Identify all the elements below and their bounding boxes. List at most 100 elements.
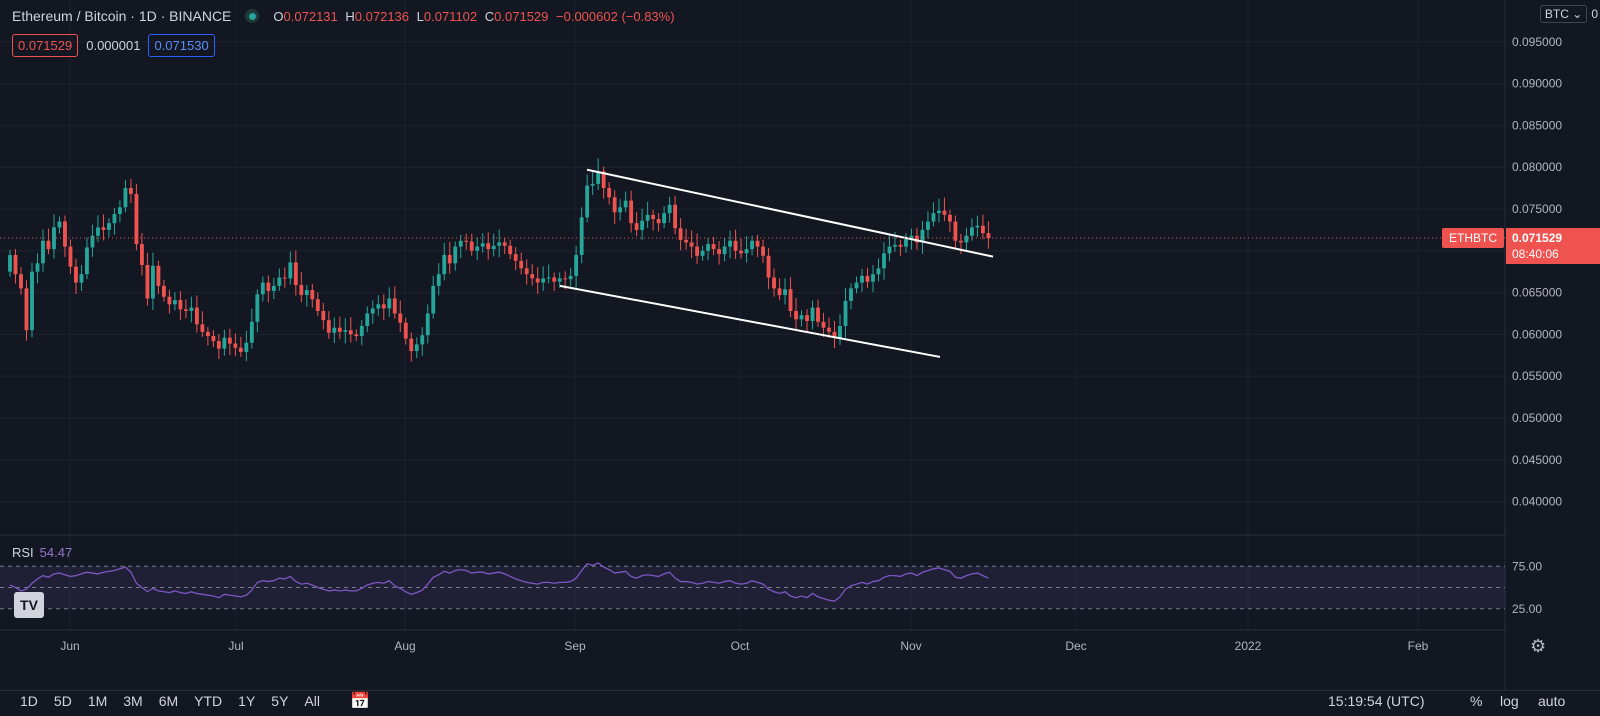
date-range-buttons: 1D 5D 1M 3M 6M YTD 1Y 5Y All [12,687,328,715]
candle [766,247,771,290]
price-axis[interactable]: 0.040000 0.045000 0.050000 0.055000 0.060000… [1504,0,1600,690]
calendar-range-icon[interactable]: 📅 [350,693,370,710]
candle [827,317,831,338]
range-button-1d[interactable]: 1D [20,693,38,709]
spread-value: 0.000001 [86,38,141,53]
close-value: 0.071529 [494,8,549,24]
chart-legend: Ethereum / Bitcoin · 1D · BINANCE O0.072… [12,8,679,24]
candle [623,191,628,213]
candle [508,239,513,260]
candle [90,224,95,257]
candle [898,239,903,256]
percent-scale-toggle[interactable]: % [1470,693,1483,709]
candle [986,221,991,249]
candle [222,329,227,356]
candle [425,304,430,344]
trendlines [559,168,994,358]
time-tick-label: 2022 [1235,639,1262,653]
candle [35,253,40,284]
candle [453,241,458,271]
candle [871,265,875,293]
candle [667,196,672,223]
candle [332,317,337,344]
candle [249,308,254,349]
candle [123,180,128,213]
candle [711,237,716,256]
candle [326,311,331,339]
candle [387,287,392,317]
candle [458,234,463,259]
candle [673,195,678,235]
symbol-title[interactable]: Ethereum / Bitcoin · 1D · BINANCE [12,8,232,24]
candle [52,214,56,259]
candle [469,233,474,256]
candle [321,302,326,330]
range-button-ytd[interactable]: YTD [194,693,223,709]
currency-selector[interactable]: BTC ⌄ 0 [1539,5,1598,23]
candle [365,306,370,333]
candle [761,239,765,263]
candle [656,212,661,232]
time-tick-label: Jun [60,639,79,653]
rsi-title[interactable]: RSI [12,545,34,560]
candle [876,258,881,282]
last-price-symbol: ETHBTC [1449,231,1497,245]
candle [799,310,804,327]
currency-select[interactable]: BTC ⌄ [1539,5,1588,23]
high-label: H [345,8,355,24]
low-label: L [416,8,424,24]
candle [953,215,958,248]
candle [178,291,183,320]
tradingview-logo[interactable]: TV [14,592,44,618]
candle [343,318,348,344]
candle [150,252,155,310]
candle [849,283,853,310]
candle [739,238,743,259]
candle [651,209,656,231]
utc-clock[interactable]: 15:19:54 (UTC) [1328,693,1425,709]
gear-icon[interactable]: ⚙ [1530,636,1547,656]
trendline[interactable] [586,168,994,258]
candle [205,326,210,346]
range-button-6m[interactable]: 6M [158,693,179,709]
candle [431,275,436,319]
market-open-icon [245,9,260,23]
high-value: 0.072136 [354,8,410,24]
rsi-value: 54.47 [39,545,73,560]
range-button-1m[interactable]: 1M [87,693,108,709]
range-button-3m[interactable]: 3M [123,693,143,709]
low-value: 0.071102 [423,8,478,24]
candle [392,286,397,319]
auto-scale-toggle[interactable]: auto [1538,693,1566,709]
log-scale-toggle[interactable]: log [1500,693,1519,709]
change-value: −0.000602 (−0.83%) [556,8,675,24]
candle [139,233,144,276]
candle [63,215,67,258]
price-tick-label: 0.095000 [1512,35,1562,49]
candle [755,234,760,258]
buy-price-button[interactable]: 0.071530 [148,34,215,57]
candle [57,216,62,234]
candle [783,278,787,305]
range-button-all[interactable]: All [304,693,320,709]
candle [816,299,820,327]
candle [227,328,232,356]
time-tick-label: Sep [564,639,586,653]
range-button-5y[interactable]: 5Y [271,693,289,709]
time-tick-label: Oct [731,639,750,653]
trendline[interactable] [559,284,941,358]
candle [772,268,776,297]
range-button-1y[interactable]: 1Y [238,693,256,709]
time-axis[interactable]: Jun Jul Aug Sep Oct Nov Dec 2022 Feb [60,639,1428,653]
candle [728,230,732,259]
candle [310,284,315,308]
price-chart[interactable]: 0.040000 0.045000 0.050000 0.055000 0.060000… [0,0,1600,690]
candle [794,297,798,330]
candle [887,234,892,262]
candle [282,267,287,288]
sell-price-button[interactable]: 0.071529 [12,34,79,57]
candle [502,237,507,255]
close-label: C [484,8,495,24]
range-button-5d[interactable]: 5D [53,693,72,709]
candle [717,241,722,265]
